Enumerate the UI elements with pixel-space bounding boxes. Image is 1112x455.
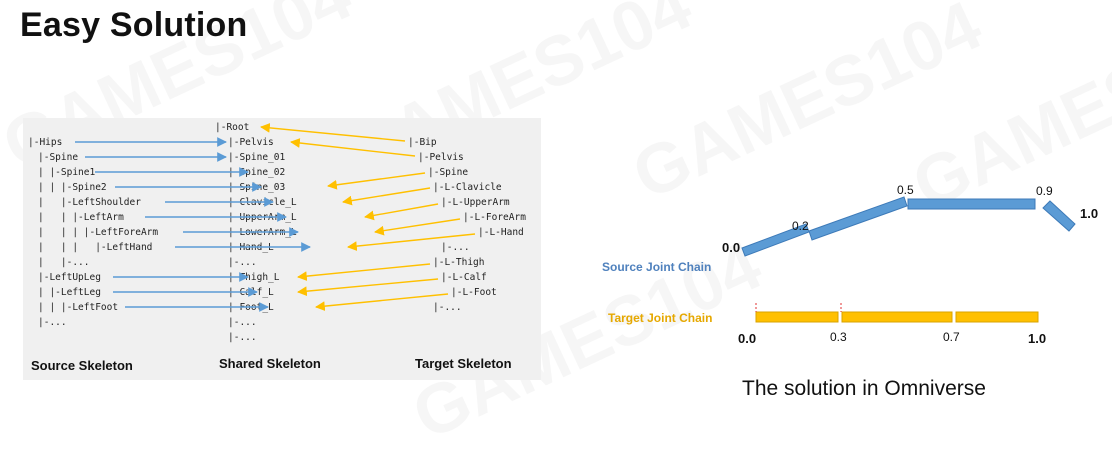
source-mapping-arrows xyxy=(75,137,311,312)
source-joint: | |-Spine1 xyxy=(38,167,95,178)
target-joint: |-L-UpperArm xyxy=(441,197,510,208)
shared-joint: |-... xyxy=(228,317,257,328)
shared-joint: |-... xyxy=(228,257,257,268)
target-segment xyxy=(955,311,1039,323)
joint-chain-diagram: 0.0 0.2 0.5 0.9 1.0 Source Joint Chain 0… xyxy=(602,183,1098,346)
source-skeleton-tree: |-Hips |-Spine | |-Spine1 | | |-Spine2 |… xyxy=(28,137,158,328)
mapping-arrow xyxy=(374,218,461,236)
source-joint: |-Hips xyxy=(28,137,62,148)
target-chain-label: Target Joint Chain xyxy=(608,311,712,325)
shared-joint: |-Spine_01 xyxy=(228,152,285,163)
target-chain-markers xyxy=(755,303,842,312)
source-joint-chain xyxy=(741,196,1076,257)
source-tick-label: 0.0 xyxy=(722,240,740,255)
panel-background xyxy=(23,118,541,380)
mapping-arrow xyxy=(297,278,439,297)
target-tick-label: 0.7 xyxy=(943,330,960,344)
target-joint: |-Spine xyxy=(428,167,468,178)
source-segment xyxy=(1042,200,1076,232)
source-tick-label: 1.0 xyxy=(1080,206,1098,221)
source-joint: | |-LeftShoulder xyxy=(38,197,141,208)
target-joint: |-L-ForeArm xyxy=(463,212,526,223)
source-segment xyxy=(907,198,1036,210)
shared-joint: |-Spine_02 xyxy=(228,167,285,178)
source-tick-label: 0.2 xyxy=(792,219,809,233)
page-title: Easy Solution xyxy=(20,6,248,44)
target-joint: |-L-Clavicle xyxy=(433,182,502,193)
source-joint: | | | |-LeftHand xyxy=(38,242,152,253)
shared-skeleton-heading: Shared Skeleton xyxy=(219,356,321,371)
source-joint: | |-LeftLeg xyxy=(38,287,101,298)
mapping-arrow xyxy=(342,187,431,206)
shared-joint: |-Root xyxy=(215,122,249,133)
target-joint: |-Bip xyxy=(408,137,437,148)
source-joint: |-LeftUpLeg xyxy=(38,272,101,283)
source-joint: | | |-Spine2 xyxy=(38,182,107,193)
mapping-arrow xyxy=(364,203,439,221)
source-joint: | |-... xyxy=(38,257,89,268)
target-joint-chain xyxy=(755,311,1039,323)
target-chain-ticks: 0.0 0.3 0.7 1.0 xyxy=(738,330,1046,346)
source-chain-ticks: 0.0 0.2 0.5 0.9 1.0 xyxy=(722,183,1098,255)
target-tick-label: 0.3 xyxy=(830,330,847,344)
mapping-arrow xyxy=(327,172,426,190)
target-joint: |-L-Hand xyxy=(478,227,524,238)
mapping-arrow xyxy=(347,233,476,251)
mapping-arrow xyxy=(315,293,449,312)
source-segment xyxy=(808,196,908,241)
target-joint: |-L-Thigh xyxy=(433,257,484,268)
source-joint: |-Spine xyxy=(38,152,78,163)
target-mapping-arrows xyxy=(260,122,476,312)
target-skeleton-tree: |-Bip |-Pelvis |-Spine |-L-Clavicle |-L-… xyxy=(408,137,526,313)
target-joint: |-L-Foot xyxy=(451,287,497,298)
mapping-arrow xyxy=(290,138,416,157)
target-joint: |-... xyxy=(441,242,470,253)
target-skeleton-heading: Target Skeleton xyxy=(415,356,512,371)
shared-joint: |-Thigh_L xyxy=(228,272,280,283)
source-joint: | | |-LeftFoot xyxy=(38,302,118,313)
shared-joint: |-... xyxy=(228,332,257,343)
source-skeleton-heading: Source Skeleton xyxy=(31,358,133,373)
target-segment xyxy=(841,311,953,323)
target-joint: |-... xyxy=(433,302,462,313)
source-tick-label: 0.5 xyxy=(897,183,914,197)
target-joint: |-L-Calf xyxy=(441,272,487,283)
target-joint: |-Pelvis xyxy=(418,152,464,163)
source-joint: | | | |-LeftForeArm xyxy=(38,227,158,238)
source-tick-label: 0.9 xyxy=(1036,184,1053,198)
target-tick-label: 0.0 xyxy=(738,331,756,346)
target-segment xyxy=(755,311,839,323)
target-tick-label: 1.0 xyxy=(1028,331,1046,346)
mapping-arrow xyxy=(297,263,431,282)
skeleton-mapping-diagram: |-Hips |-Spine | |-Spine1 | | |-Spine2 |… xyxy=(23,118,541,380)
mapping-arrow xyxy=(260,122,406,142)
source-joint: | | |-LeftArm xyxy=(38,212,124,223)
diagram-caption: The solution in Omniverse xyxy=(742,377,986,400)
shared-joint: |-Pelvis xyxy=(228,137,274,148)
source-chain-label: Source Joint Chain xyxy=(602,260,711,274)
source-joint: |-... xyxy=(38,317,67,328)
